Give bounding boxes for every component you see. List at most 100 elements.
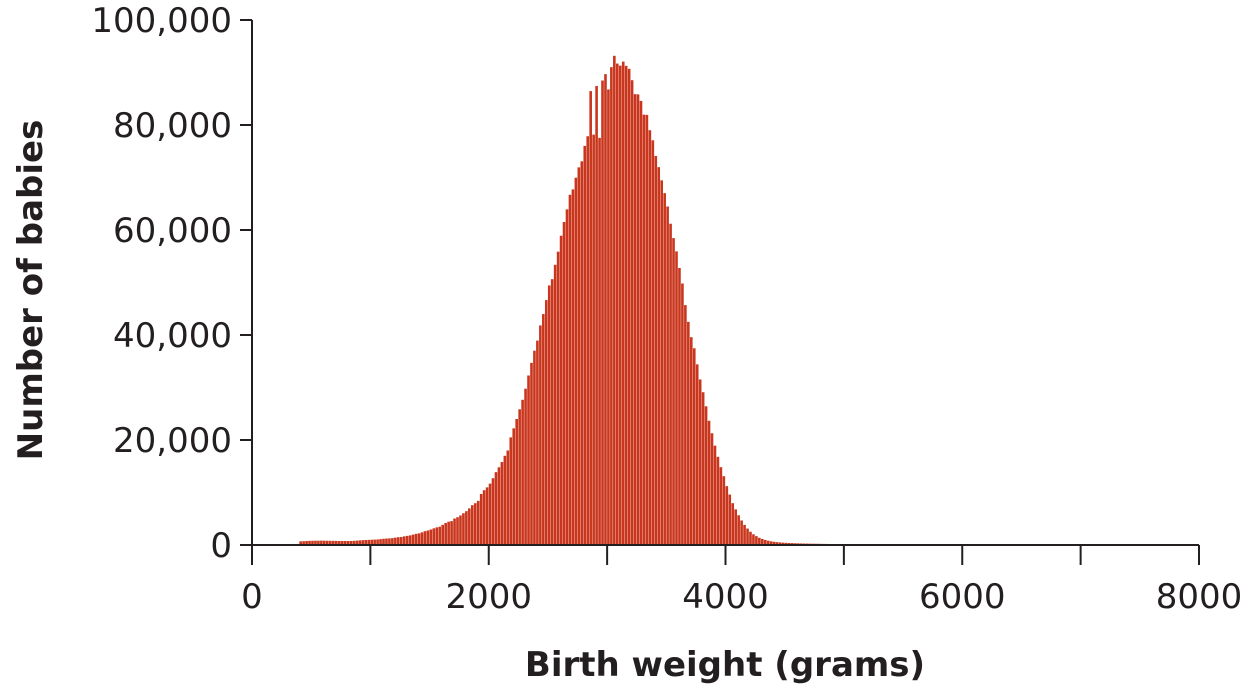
histogram-bar [728, 494, 732, 545]
histogram-bar [358, 540, 362, 545]
histogram-bar [743, 524, 746, 545]
histogram-bar [399, 537, 403, 545]
histogram-bar [701, 392, 705, 545]
histogram-bar [373, 539, 376, 545]
histogram-bar [630, 80, 634, 545]
histogram-bar [402, 536, 406, 545]
histogram-bar [328, 540, 332, 545]
histogram-bar [544, 300, 548, 545]
histogram-bar [639, 100, 643, 546]
x-tick-label: 8000 [1156, 577, 1243, 617]
y-ticks-group: 0 20,000 40,000 60,000 80,000 100,000 [91, 1, 252, 566]
histogram-bar [654, 155, 658, 546]
histogram-bar [314, 540, 317, 545]
histogram-bar [769, 541, 773, 545]
histogram-bar [334, 540, 338, 545]
y-tick-label: 80,000 [113, 106, 232, 146]
histogram-bar [580, 161, 584, 545]
histogram-bar [423, 531, 427, 545]
histogram-bar [746, 528, 749, 545]
histogram-bar [355, 540, 359, 545]
histogram-bar [432, 528, 436, 545]
histogram-bar [651, 140, 655, 545]
histogram-bar [527, 375, 530, 545]
histogram-bar [778, 542, 782, 545]
histogram-bar [340, 540, 344, 545]
histogram-bar [447, 521, 450, 545]
histogram-bar [621, 61, 625, 545]
histogram-bar [500, 462, 504, 545]
histogram-bar [323, 540, 326, 545]
histogram-bar [749, 531, 752, 545]
y-tick-label: 40,000 [113, 316, 232, 356]
histogram-bar [657, 167, 661, 545]
histogram-bar [642, 114, 646, 545]
histogram-bar [648, 130, 652, 545]
y-tick-label: 20,000 [113, 421, 232, 461]
histogram-bar [479, 493, 483, 545]
histogram-bar [512, 428, 516, 545]
histogram-bar [601, 80, 604, 545]
histogram-bar [435, 527, 439, 545]
histogram-bar [616, 63, 619, 545]
histogram-bar [755, 536, 758, 545]
histogram-bar [586, 136, 590, 546]
histogram-bar [565, 209, 569, 545]
histogram-bar [382, 538, 385, 545]
histogram-bar [509, 437, 513, 546]
histogram-bar [494, 472, 498, 545]
histogram-bar [503, 455, 507, 545]
histogram-bar [536, 340, 539, 545]
histogram-bar [772, 541, 776, 545]
histogram-bar [613, 55, 616, 546]
histogram-bar [675, 251, 678, 545]
histogram-bar [645, 114, 649, 546]
histogram-bar [530, 362, 533, 545]
histogram-bar [391, 538, 394, 545]
histogram-bar [379, 539, 382, 545]
histogram-bar [559, 235, 563, 545]
histogram-bar [784, 542, 788, 545]
histogram-bar [470, 505, 474, 545]
histogram-bar [426, 530, 430, 545]
histogram-bar [518, 409, 521, 545]
histogram-bar [698, 379, 702, 545]
histogram-bar [485, 487, 489, 545]
histogram-bar [533, 350, 536, 545]
histogram-bar [610, 67, 613, 545]
x-tick-label: 6000 [919, 577, 1006, 617]
histogram-bar [758, 537, 761, 545]
histogram-bar [417, 533, 421, 545]
histogram-bar [716, 456, 720, 545]
histogram-bar [589, 91, 592, 545]
histogram-bar [376, 539, 379, 545]
histogram-bar [302, 541, 305, 545]
histogram-bar [684, 305, 687, 545]
histogram-bar [781, 542, 785, 545]
histogram-bar [713, 445, 717, 545]
histogram-bar [408, 535, 412, 545]
x-axis-title: Birth weight (grams) [525, 645, 925, 685]
histogram-bar [598, 137, 601, 546]
histogram-bar [305, 541, 308, 545]
histogram-bar [719, 467, 723, 545]
histogram-bar [462, 513, 465, 545]
histogram-bar [740, 520, 743, 545]
histogram-bar [669, 223, 672, 545]
histogram-bar [722, 476, 726, 545]
histogram-bar [370, 539, 373, 545]
histogram-bar [553, 264, 557, 545]
histogram-bar [672, 238, 675, 545]
histogram-bar [766, 540, 770, 545]
histogram-bar [550, 279, 554, 545]
y-axis-title: Number of babies [11, 120, 51, 461]
histogram-bar [704, 406, 708, 545]
histogram-bar [666, 206, 669, 545]
histogram-bar [450, 521, 453, 545]
histogram-bar [397, 537, 400, 545]
histogram-bar [488, 483, 492, 545]
x-tick-label: 4000 [682, 577, 769, 617]
histogram-bar [636, 94, 640, 545]
histogram-bar [660, 180, 663, 545]
histogram-bar [349, 540, 353, 545]
